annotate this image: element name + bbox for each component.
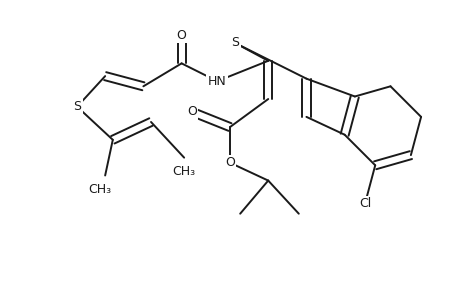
Text: CH₃: CH₃ bbox=[172, 165, 195, 178]
Text: O: O bbox=[176, 29, 186, 42]
Text: O: O bbox=[186, 105, 196, 118]
Text: S: S bbox=[73, 100, 81, 113]
Text: Cl: Cl bbox=[358, 197, 370, 210]
Text: CH₃: CH₃ bbox=[88, 183, 112, 196]
Text: S: S bbox=[230, 37, 239, 50]
Text: HN: HN bbox=[207, 75, 226, 88]
Text: O: O bbox=[224, 156, 235, 169]
